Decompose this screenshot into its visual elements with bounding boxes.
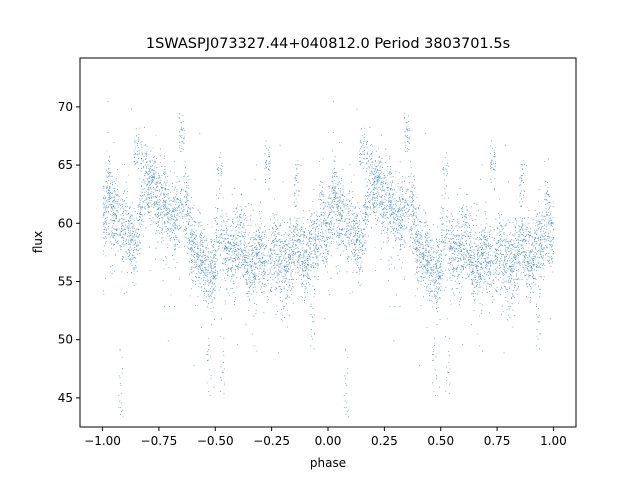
x-tick-label: 0.50 bbox=[427, 434, 454, 448]
plot-frame bbox=[79, 57, 577, 428]
x-tick-label: 0.25 bbox=[371, 434, 398, 448]
chart-title: 1SWASPJ073327.44+040812.0 Period 3803701… bbox=[146, 36, 510, 52]
x-axis-label: phase bbox=[310, 456, 346, 470]
x-axis-ticks: −1.00 −0.75 −0.50 −0.25 0.00 0.25 0.50 0.75 1.00 bbox=[84, 427, 567, 448]
x-tick-label: 0.75 bbox=[484, 434, 511, 448]
x-tick-label: −0.25 bbox=[253, 434, 290, 448]
y-axis-label: flux bbox=[31, 231, 45, 253]
x-tick-label: −1.00 bbox=[84, 434, 121, 448]
x-tick-label: 0.00 bbox=[315, 434, 342, 448]
y-axis-ticks: 45 50 55 60 65 70 bbox=[58, 100, 80, 405]
y-tick-label: 70 bbox=[58, 100, 73, 114]
y-tick-label: 65 bbox=[58, 158, 73, 172]
y-tick-label: 45 bbox=[58, 391, 73, 405]
y-tick-label: 55 bbox=[58, 274, 73, 288]
y-tick-label: 50 bbox=[58, 333, 73, 347]
x-tick-label: −0.50 bbox=[197, 434, 234, 448]
x-tick-label: −0.75 bbox=[141, 434, 178, 448]
y-tick-label: 60 bbox=[58, 216, 73, 230]
x-tick-label: 1.00 bbox=[540, 434, 567, 448]
